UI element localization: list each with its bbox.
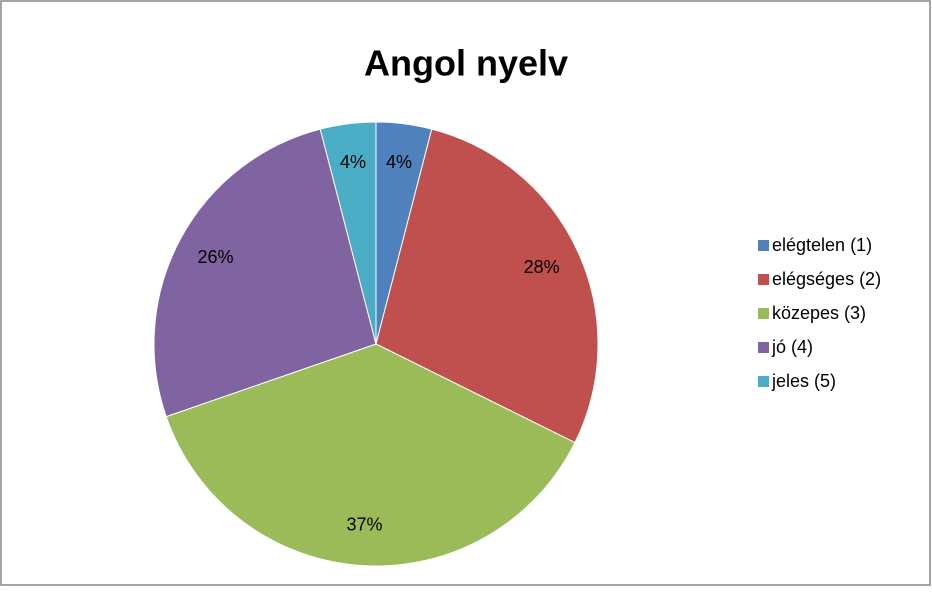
data-label: 37% xyxy=(346,514,382,534)
pie-slice xyxy=(319,121,377,345)
legend-label: jó (4) xyxy=(771,337,813,357)
legend-swatch xyxy=(758,342,769,353)
data-label: 4% xyxy=(340,152,366,172)
pie-slice xyxy=(165,343,576,567)
legend-label: közepes (3) xyxy=(772,303,866,323)
legend-label: jeles (5) xyxy=(771,371,836,391)
legend-label: elégtelen (1) xyxy=(772,235,872,255)
legend-label: elégséges (2) xyxy=(772,269,881,289)
legend-swatch xyxy=(758,376,769,387)
legend-swatch xyxy=(758,274,769,285)
data-label: 28% xyxy=(524,257,560,277)
chart-title: Angol nyelv xyxy=(364,43,568,84)
legend-swatch xyxy=(758,240,769,251)
data-label: 26% xyxy=(198,247,234,267)
data-label: 4% xyxy=(386,152,412,172)
legend-swatch xyxy=(758,308,769,319)
pie-slice xyxy=(375,128,599,444)
pie-slice xyxy=(153,128,377,418)
